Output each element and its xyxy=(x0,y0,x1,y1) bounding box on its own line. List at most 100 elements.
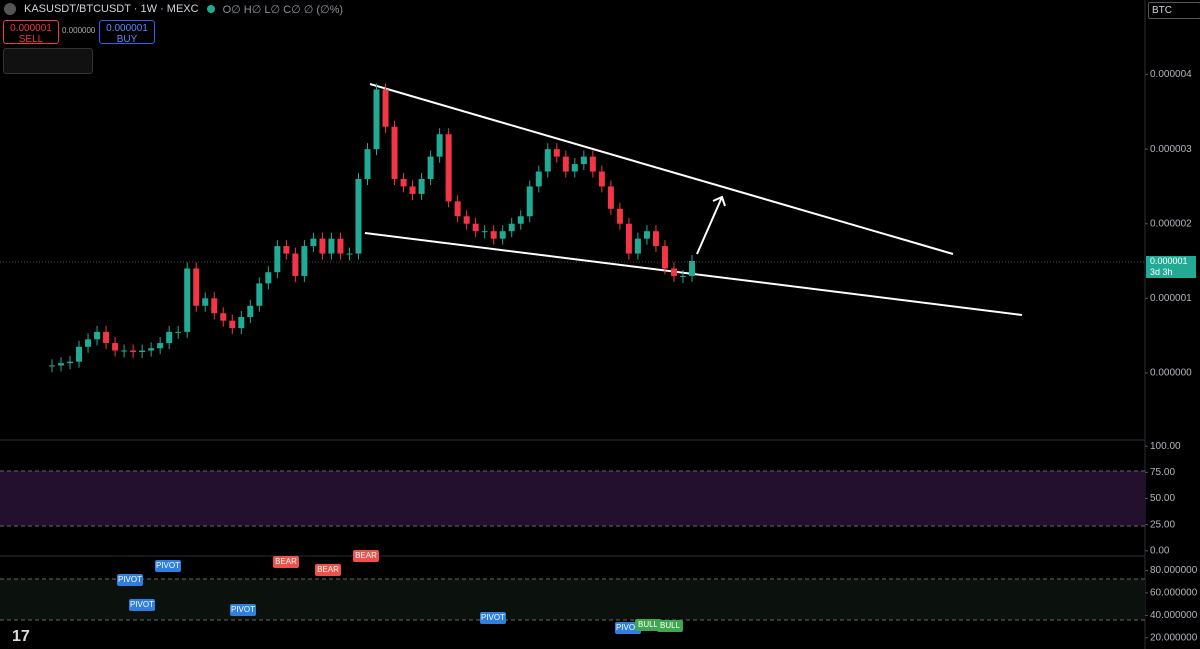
candle xyxy=(472,223,479,232)
candle xyxy=(121,350,128,352)
candle xyxy=(229,320,236,329)
y-tick-label: 40.000000 xyxy=(1150,610,1198,621)
signal-label: BEAR xyxy=(355,551,377,560)
candle xyxy=(454,201,461,217)
signal-badge xyxy=(657,620,683,632)
candle xyxy=(184,268,191,332)
signal-badge xyxy=(155,560,181,572)
y-tick-label: 0.000002 xyxy=(1150,218,1192,229)
candle xyxy=(661,246,668,269)
signal-badge xyxy=(615,622,641,634)
candle xyxy=(202,298,209,306)
countdown: 3d 3h xyxy=(1150,267,1173,277)
candle xyxy=(94,331,101,340)
candle xyxy=(598,171,605,187)
candle xyxy=(580,156,587,165)
candle xyxy=(445,134,452,202)
signal-label: PIVOT xyxy=(118,575,142,584)
signal-badge xyxy=(353,550,379,562)
candle xyxy=(589,156,596,172)
candle xyxy=(643,231,650,239)
sell-label: SELL xyxy=(18,34,44,45)
header: KASUSDT/BTCUSDT · 1W · MEXC O∅ H∅ L∅ C∅ … xyxy=(0,0,343,18)
signal-badge xyxy=(315,564,341,576)
candle xyxy=(292,253,299,276)
candle xyxy=(544,149,551,172)
candle xyxy=(616,208,623,224)
candle xyxy=(535,171,542,187)
candle xyxy=(112,343,119,351)
buy-price: 0.000001 xyxy=(106,23,148,34)
candle xyxy=(418,178,425,194)
candle xyxy=(175,331,182,333)
y-tick-label: 75.00 xyxy=(1150,467,1175,478)
candle xyxy=(571,164,578,172)
candle xyxy=(139,350,146,352)
candle xyxy=(499,231,506,239)
candle xyxy=(391,126,398,179)
signal-label: PIVOT xyxy=(130,600,154,609)
signal-badge xyxy=(129,599,155,611)
candle xyxy=(319,238,326,254)
candle xyxy=(562,156,569,172)
drawing-toolbar[interactable] xyxy=(3,48,93,74)
candle xyxy=(166,331,173,344)
candle xyxy=(526,186,533,217)
candle xyxy=(256,283,263,306)
y-tick-label: 0.000003 xyxy=(1150,144,1192,155)
candle xyxy=(670,268,677,276)
y-tick-label: 60.000000 xyxy=(1150,588,1198,599)
candle xyxy=(625,223,632,254)
signal-badge xyxy=(117,574,143,586)
candle xyxy=(301,246,308,276)
candle xyxy=(607,186,614,209)
candle xyxy=(652,231,659,247)
symbol[interactable]: KASUSDT/BTCUSDT · 1W · MEXC xyxy=(24,3,199,15)
buy-label: BUY xyxy=(116,34,138,45)
candle xyxy=(49,365,55,367)
signal-label: PIVOT xyxy=(481,613,505,622)
signal-badge xyxy=(480,612,506,624)
candle xyxy=(463,216,470,224)
y-tick-label: 50.00 xyxy=(1150,493,1175,504)
candle xyxy=(283,246,290,254)
sell-button[interactable]: 0.000001 SELL xyxy=(3,20,59,45)
signal-label: BEAR xyxy=(275,557,297,566)
candle xyxy=(508,223,515,232)
signal-label: BULL xyxy=(660,621,681,630)
icon xyxy=(4,3,16,15)
candle xyxy=(103,331,110,344)
signal-label: PIVOT xyxy=(156,561,180,570)
status xyxy=(206,5,215,13)
candle xyxy=(193,268,200,306)
y-tick-label: 25.00 xyxy=(1150,519,1175,530)
buy-button[interactable]: 0.000001 BUY xyxy=(99,20,155,45)
y-tick-label: 80.000000 xyxy=(1150,565,1198,576)
ohlc: O∅ H∅ L∅ C∅ ∅ (∅%) xyxy=(222,3,344,16)
candle xyxy=(157,343,164,349)
candle xyxy=(409,186,416,194)
signal-label: PIVOT xyxy=(231,605,255,614)
y-tick-label: 0.000001 xyxy=(1150,293,1192,304)
signal-badge xyxy=(273,556,299,568)
candle xyxy=(310,238,317,247)
last-price: 0.000001 xyxy=(1150,256,1188,266)
signal-label: BULL xyxy=(638,620,659,629)
y-tick-label: 0.00 xyxy=(1150,545,1170,556)
candle xyxy=(148,348,155,351)
candle xyxy=(517,216,524,224)
candle xyxy=(373,89,380,150)
trendline-upper xyxy=(369,83,954,255)
candle xyxy=(85,339,92,347)
currency[interactable]: BTC xyxy=(1148,2,1200,19)
logo: 17 xyxy=(12,628,30,645)
candle xyxy=(76,346,83,362)
candle xyxy=(346,253,353,255)
candle xyxy=(382,89,389,127)
candle xyxy=(634,238,641,254)
sell-price: 0.000001 xyxy=(10,23,52,34)
candle xyxy=(238,316,245,329)
candle xyxy=(211,298,218,314)
